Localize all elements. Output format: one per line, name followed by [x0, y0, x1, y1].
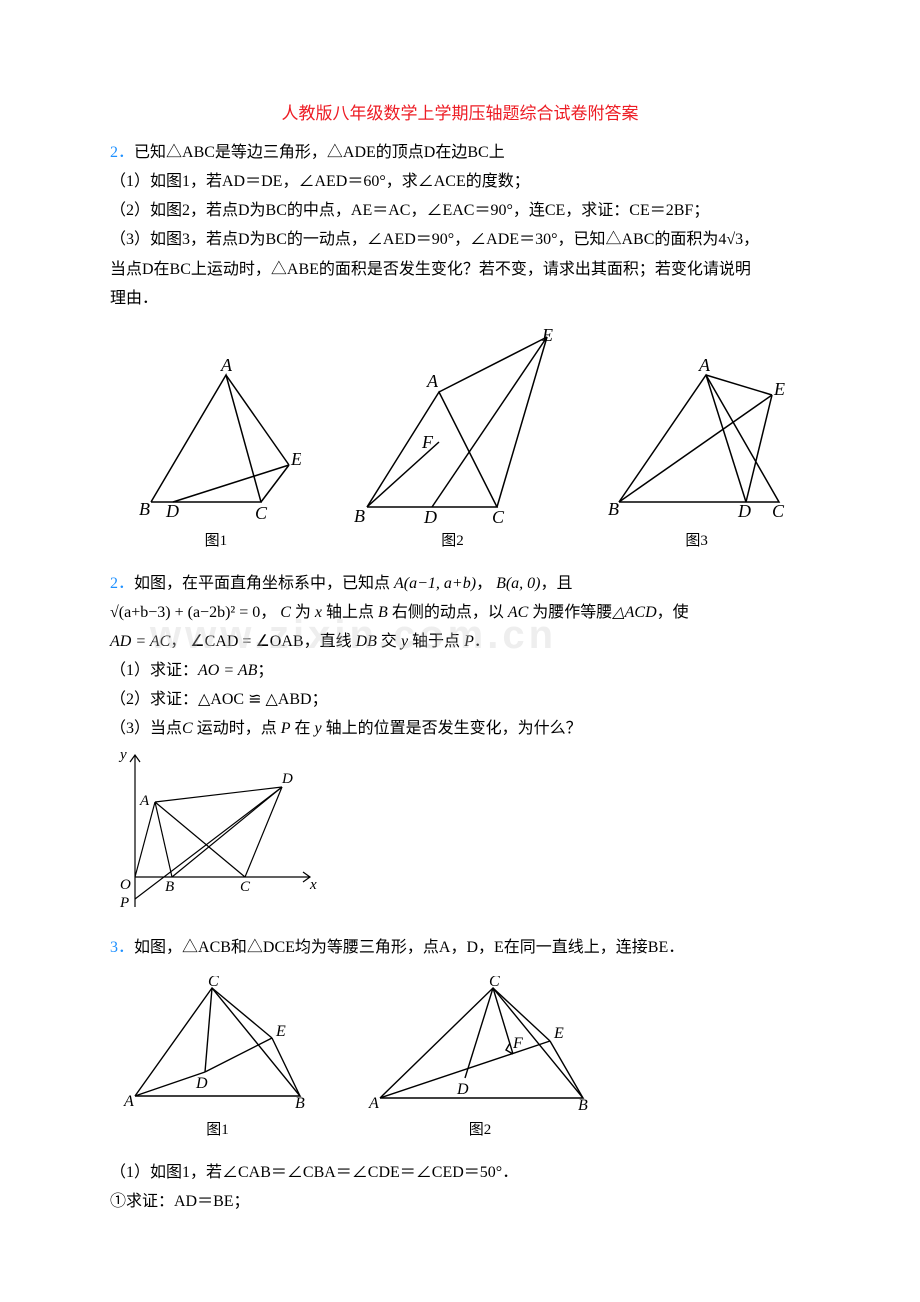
q1-line1: 2．已知△ABC是等边三角形，△ADE的顶点D在边BC上 [110, 139, 810, 166]
q1-figures: A B D C E 图1 A E B D C F [110, 327, 810, 555]
svg-text:A: A [426, 371, 439, 391]
q3-fig1: C A B D E 图1 [120, 976, 315, 1144]
q1-fig2-caption: 图2 [342, 529, 562, 555]
svg-text:E: E [275, 1023, 286, 1040]
q3-figures: C A B D E 图1 C A B D [120, 976, 810, 1144]
q1-line3: （2）如图2，若点D为BC的中点，AE＝AC，∠EAC＝90°，连CE，求证：C… [110, 197, 810, 224]
q3-fig2: C A B D E F 图2 [365, 976, 595, 1144]
svg-text:B: B [354, 506, 365, 526]
q1-fig3-caption: 图3 [604, 529, 789, 555]
svg-text:F: F [421, 432, 434, 452]
svg-text:F: F [512, 1035, 523, 1052]
q3-number: 3． [110, 939, 134, 956]
svg-text:C: C [208, 976, 219, 990]
svg-text:y: y [118, 747, 127, 763]
q2-line3: AD = AC， ∠CAD = ∠OAB，直线 DB 交 y 轴于点 P． [110, 628, 810, 655]
svg-text:C: C [255, 503, 268, 523]
svg-text:B: B [608, 499, 619, 519]
svg-text:B: B [295, 1095, 305, 1112]
svg-text:E: E [553, 1025, 564, 1042]
svg-text:D: D [165, 501, 179, 521]
svg-text:B: B [578, 1097, 588, 1114]
q1-line2: （1）如图1，若AD＝DE，∠AED＝60°，求∠ACE的度数； [110, 168, 810, 195]
q2-figure: y O x A B C D P [110, 747, 810, 926]
svg-text:E: E [773, 379, 785, 399]
q2-line2: √(a+b−3) + (a−2b)² = 0， C 为 x 轴上点 B 右侧的动… [110, 599, 810, 626]
q3-line1: 3．如图，△ACB和△DCE均为等腰三角形，点A，D，E在同一直线上，连接BE． [110, 934, 810, 961]
q3-fig1-caption: 图1 [120, 1118, 315, 1144]
svg-text:P: P [119, 895, 129, 911]
svg-text:D: D [456, 1081, 469, 1098]
svg-text:D: D [195, 1075, 208, 1092]
svg-text:A: A [220, 357, 233, 375]
q2-line4: （1）求证：AO = AB； [110, 657, 810, 684]
svg-text:B: B [139, 499, 150, 519]
svg-text:D: D [737, 501, 751, 521]
svg-text:E: E [290, 449, 301, 469]
svg-text:x: x [309, 877, 317, 893]
svg-text:C: C [240, 879, 251, 895]
svg-text:A: A [698, 357, 711, 375]
q1-number: 2． [110, 144, 134, 161]
q2-number: 2． [110, 575, 134, 592]
q3-fig2-caption: 图2 [365, 1118, 595, 1144]
q3-line3: ①求证：AD＝BE； [110, 1188, 810, 1215]
q1-fig3: A E B D C 图3 [604, 357, 789, 555]
q1-fig2: A E B D C F 图2 [342, 327, 562, 555]
svg-text:A: A [123, 1093, 134, 1110]
q3-line2: （1）如图1，若∠CAB＝∠CBA＝∠CDE＝∠CED＝50°． [110, 1159, 810, 1186]
svg-text:C: C [492, 507, 505, 527]
svg-text:A: A [368, 1095, 379, 1112]
q1-fig1: A B D C E 图1 [131, 357, 301, 555]
q2-line5: （2）求证：△AOC ≌ △ABD； [110, 686, 810, 713]
svg-text:D: D [423, 507, 437, 527]
svg-text:C: C [772, 501, 785, 521]
q2-line1: 2．如图，在平面直角坐标系中，已知点 A(a−1, a+b)， B(a, 0)，… [110, 570, 810, 597]
page-title: 人教版八年级数学上学期压轴题综合试卷附答案 [110, 100, 810, 129]
q1-fig1-caption: 图1 [131, 529, 301, 555]
svg-text:A: A [139, 793, 150, 809]
q1-line5: 当点D在BC上运动时，△ABE的面积是否发生变化？若不变，请求出其面积；若变化请… [110, 256, 810, 283]
svg-text:B: B [165, 879, 174, 895]
svg-text:E: E [541, 327, 553, 345]
svg-text:C: C [489, 976, 500, 990]
q2-line6: （3）当点C 运动时，点 P 在 y 轴上的位置是否发生变化，为什么？ [110, 715, 810, 742]
q1-line4: （3）如图3，若点D为BC的一动点，∠AED＝90°，∠ADE＝30°，已知△A… [110, 226, 810, 253]
svg-text:O: O [120, 877, 131, 893]
svg-text:D: D [281, 771, 293, 787]
q1-line6: 理由． [110, 285, 810, 312]
